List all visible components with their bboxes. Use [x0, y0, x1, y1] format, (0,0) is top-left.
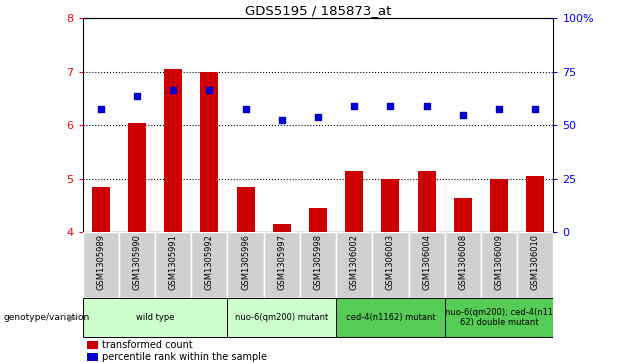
Point: [240, 106, 251, 112]
Bar: [237, 187, 254, 232]
Text: percentile rank within the sample: percentile rank within the sample: [102, 352, 268, 362]
Bar: [273, 224, 291, 232]
Text: GSM1306004: GSM1306004: [422, 234, 431, 290]
Bar: [309, 208, 327, 232]
Text: GSM1306003: GSM1306003: [386, 234, 395, 290]
Text: GSM1305997: GSM1305997: [277, 234, 286, 290]
Bar: [372, 232, 408, 298]
Text: GSM1306010: GSM1306010: [530, 234, 540, 290]
Bar: [481, 232, 517, 298]
Text: transformed count: transformed count: [102, 340, 193, 350]
Bar: [408, 232, 445, 298]
Bar: [517, 232, 553, 298]
Point: [494, 106, 504, 112]
Text: wild type: wild type: [136, 313, 174, 322]
Bar: [155, 232, 191, 298]
Bar: [228, 298, 336, 337]
Text: GSM1305991: GSM1305991: [169, 234, 177, 290]
Bar: [228, 232, 264, 298]
Bar: [490, 179, 508, 232]
Text: GSM1306009: GSM1306009: [495, 234, 504, 290]
Bar: [83, 232, 119, 298]
Bar: [300, 232, 336, 298]
Point: [132, 93, 142, 99]
Bar: [264, 232, 300, 298]
Bar: [87, 341, 98, 349]
Point: [204, 87, 214, 93]
Point: [422, 103, 432, 109]
Bar: [191, 232, 228, 298]
Text: genotype/variation: genotype/variation: [3, 313, 90, 322]
Text: GSM1305992: GSM1305992: [205, 234, 214, 290]
Text: nuo-6(qm200) mutant: nuo-6(qm200) mutant: [235, 313, 328, 322]
Bar: [445, 298, 553, 337]
Text: GSM1305998: GSM1305998: [314, 234, 322, 290]
Bar: [382, 179, 399, 232]
Bar: [336, 298, 445, 337]
Bar: [445, 232, 481, 298]
Point: [385, 103, 396, 109]
Bar: [164, 69, 183, 232]
Text: GSM1306008: GSM1306008: [459, 234, 467, 290]
Text: GSM1305990: GSM1305990: [132, 234, 141, 290]
Point: [168, 87, 178, 93]
Bar: [92, 187, 110, 232]
Text: nuo-6(qm200); ced-4(n11
62) double mutant: nuo-6(qm200); ced-4(n11 62) double mutan…: [445, 308, 553, 327]
Bar: [345, 171, 363, 232]
Text: GSM1305989: GSM1305989: [96, 234, 106, 290]
Bar: [128, 123, 146, 232]
Title: GDS5195 / 185873_at: GDS5195 / 185873_at: [245, 4, 391, 17]
Bar: [119, 232, 155, 298]
Bar: [83, 298, 228, 337]
Point: [313, 114, 323, 120]
Bar: [418, 171, 436, 232]
Text: ced-4(n1162) mutant: ced-4(n1162) mutant: [345, 313, 435, 322]
Text: ▶: ▶: [68, 313, 76, 323]
Text: GSM1305996: GSM1305996: [241, 234, 250, 290]
Bar: [526, 176, 544, 232]
Bar: [87, 353, 98, 362]
Bar: [336, 232, 372, 298]
Point: [95, 106, 106, 112]
Point: [530, 106, 541, 112]
Bar: [200, 72, 218, 232]
Text: GSM1306002: GSM1306002: [350, 234, 359, 290]
Point: [349, 103, 359, 109]
Bar: [453, 197, 472, 232]
Point: [277, 117, 287, 123]
Point: [458, 112, 468, 118]
